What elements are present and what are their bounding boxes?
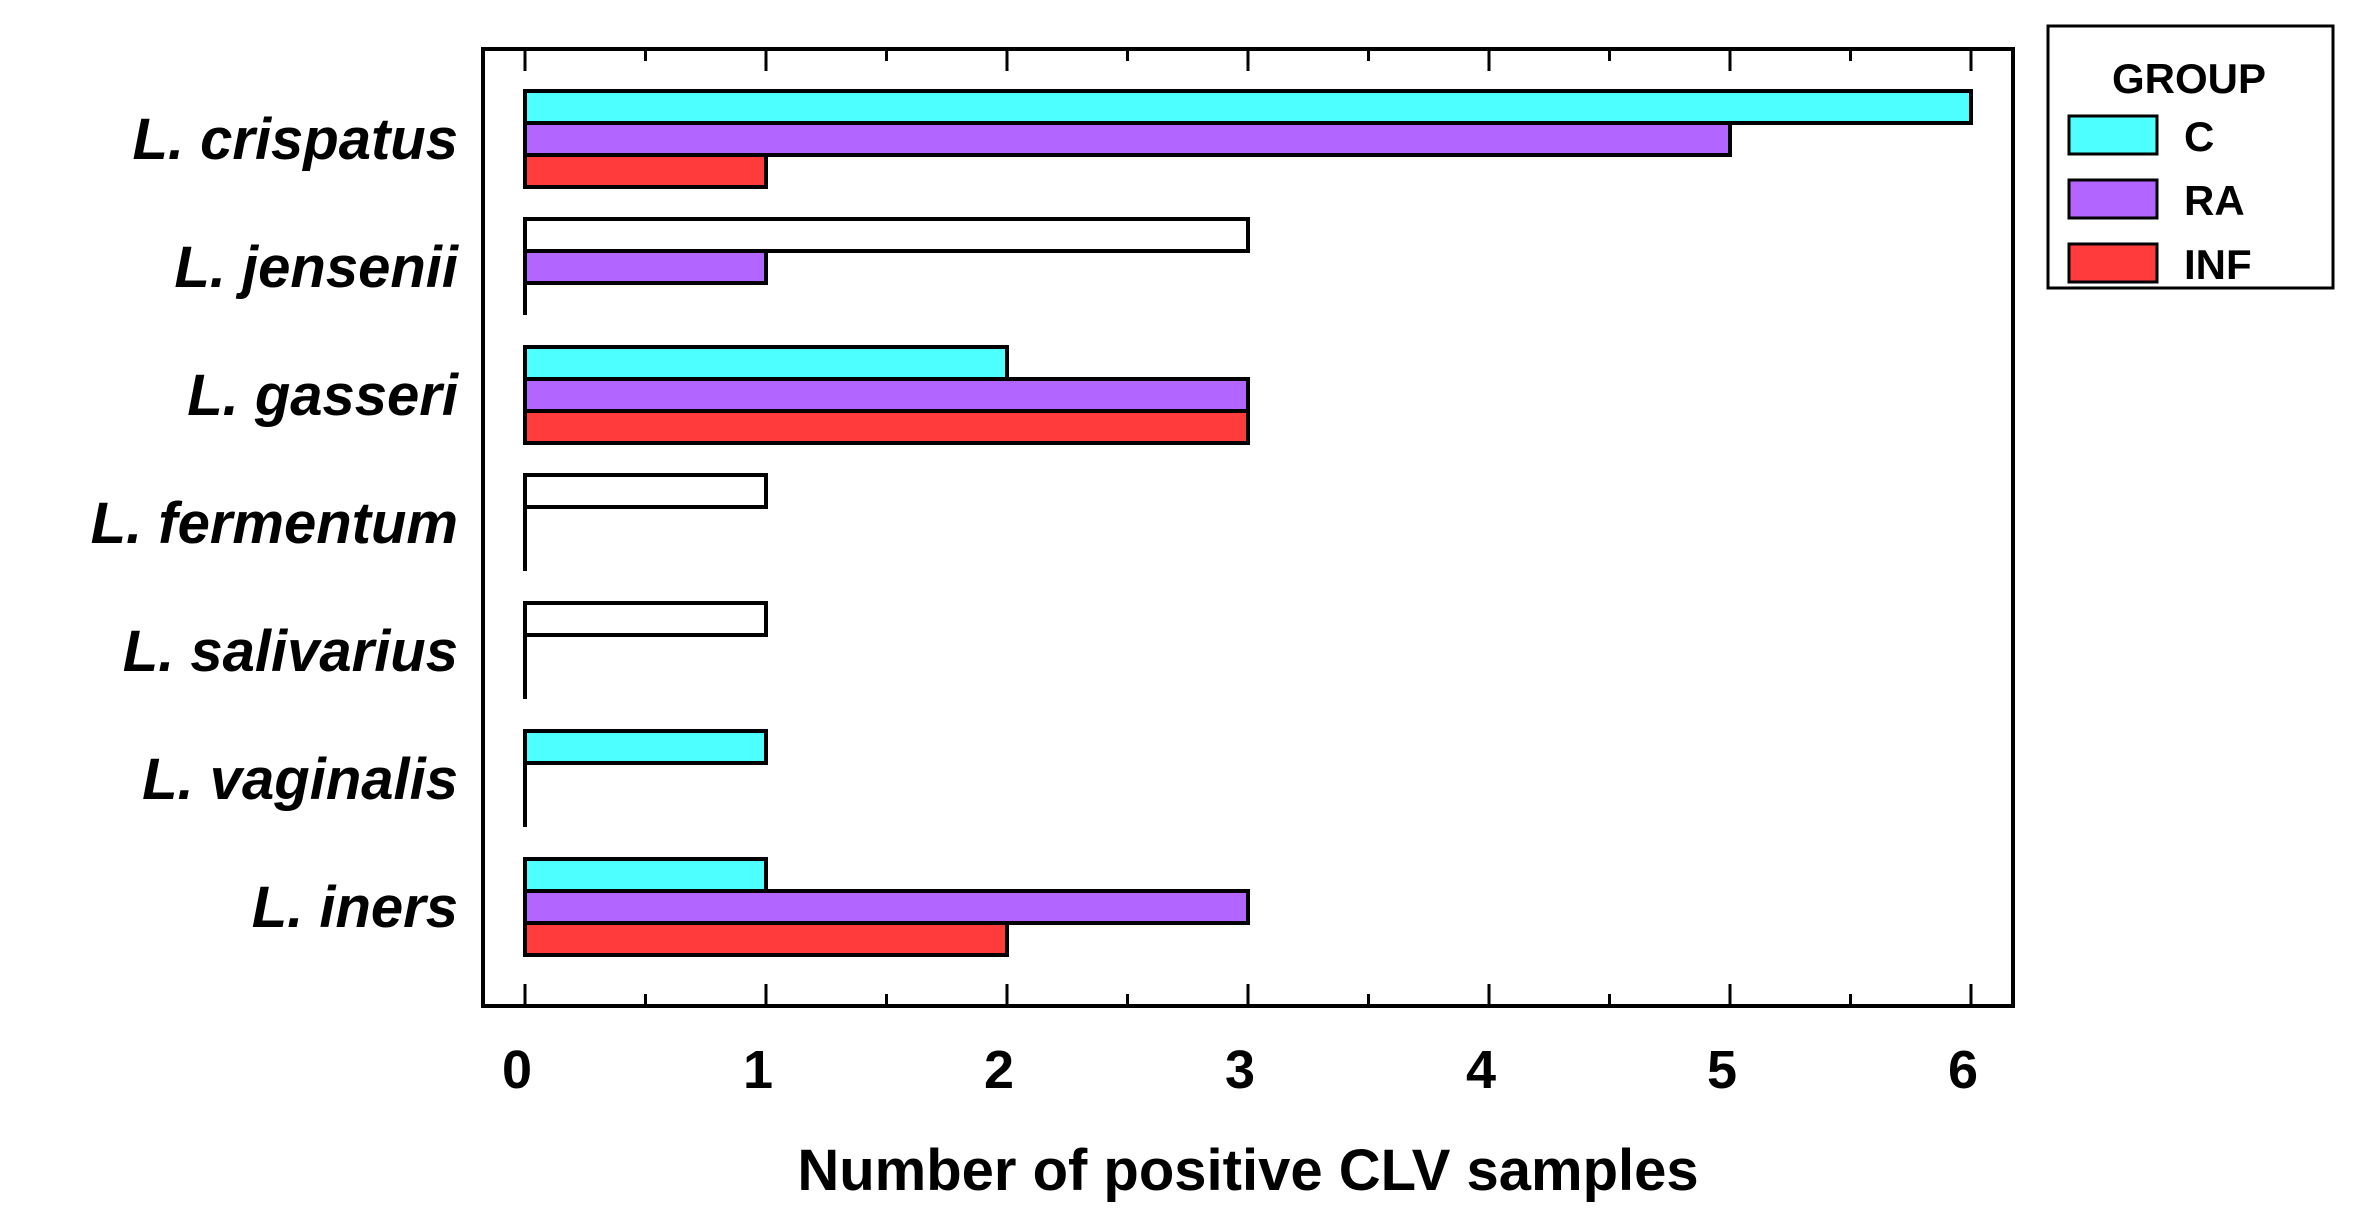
legend: GROUP C RA INF [2046, 24, 2335, 290]
legend-swatch-inf [2067, 242, 2159, 284]
bar-ra-l-jensenii [523, 249, 768, 285]
category-label-l-salivarius: L. salivarius [123, 619, 458, 684]
bar-c-l-vaginalis [523, 729, 768, 765]
bar-inf-l-crispatus [523, 153, 768, 189]
bar-c-l-gasseri [523, 345, 1009, 381]
category-label-l-gasseri: L. gasseri [187, 363, 460, 428]
bars-layer [523, 89, 1973, 957]
category-label-l-jensenii: L. jensenii [174, 235, 460, 300]
bar-inf-l-gasseri [523, 409, 1250, 445]
category-label-l-iners: L. iners [252, 875, 458, 940]
legend-label-inf: INF [2184, 241, 2252, 288]
legend-title: GROUP [2112, 55, 2266, 102]
ticks-layer [523, 49, 1973, 1006]
x-tick-label: 4 [1466, 1040, 1496, 1100]
legend-entries: C RA INF [2067, 113, 2252, 288]
x-tick-label: 6 [1948, 1040, 1978, 1100]
category-label-l-crispatus: L. crispatus [132, 107, 458, 172]
legend-label-c: C [2184, 113, 2214, 160]
bar-c-l-iners [523, 857, 768, 893]
x-tick-label: 2 [984, 1040, 1014, 1100]
labels-layer: L. crispatus L. jensenii L. gasseri L. ferm… [91, 107, 1978, 1100]
x-axis-title: Number of positive CLV samples [797, 1138, 1698, 1203]
bar-unfilled-l-fermentum [523, 473, 768, 509]
legend-box [2046, 24, 2335, 290]
bar-ra-l-iners [523, 889, 1250, 925]
bar-ra-l-crispatus [523, 121, 1732, 157]
x-tick-label: 0 [502, 1040, 532, 1100]
legend-swatch-ra [2067, 178, 2159, 220]
category-label-l-vaginalis: L. vaginalis [142, 747, 458, 812]
x-tick-label: 3 [1225, 1040, 1255, 1100]
legend-swatch-c [2067, 114, 2159, 156]
bar-c-l-crispatus [523, 89, 1973, 125]
bar-unfilled-l-salivarius [523, 601, 768, 637]
bar-inf-l-iners [523, 921, 1009, 957]
category-label-l-fermentum: L. fermentum [91, 491, 458, 556]
bar-ra-l-gasseri [523, 377, 1250, 413]
x-tick-label: 5 [1707, 1040, 1737, 1100]
bar-unfilled-l-jensenii [523, 217, 1250, 253]
x-tick-label: 1 [743, 1040, 773, 1100]
legend-label-ra: RA [2184, 177, 2245, 224]
